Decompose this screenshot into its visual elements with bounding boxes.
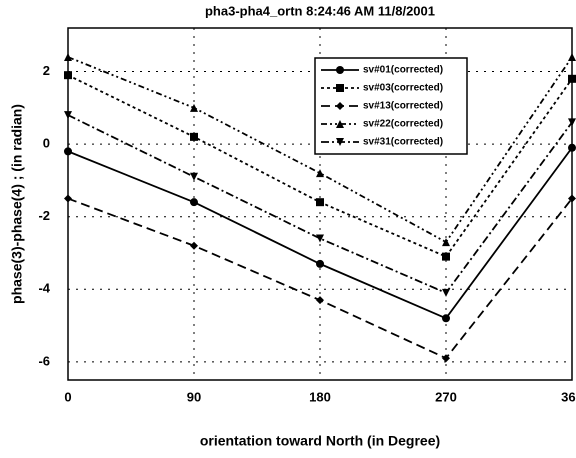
y-tick-label: 2 <box>43 63 50 78</box>
x-tick-label: 180 <box>309 389 331 404</box>
data-point <box>190 241 198 250</box>
data-point <box>64 71 72 80</box>
data-point <box>64 111 72 120</box>
x-tick-label: 270 <box>435 389 457 404</box>
data-point <box>316 259 324 268</box>
y-tick-label: -4 <box>38 281 50 296</box>
legend-label: sv#13(corrected) <box>363 101 443 112</box>
legend-label: sv#03(corrected) <box>363 83 443 94</box>
data-point <box>190 172 198 181</box>
data-point <box>316 296 324 305</box>
data-point <box>442 238 450 247</box>
data-point <box>442 288 450 297</box>
data-point <box>568 118 576 127</box>
legend-label: sv#22(corrected) <box>363 119 443 130</box>
data-point <box>64 194 72 203</box>
series-line <box>67 197 573 360</box>
data-point <box>64 53 72 62</box>
legend-marker <box>336 66 344 74</box>
x-tick-label: 0 <box>64 389 71 404</box>
data-point <box>568 194 576 203</box>
data-point <box>568 143 576 152</box>
y-tick-label: -6 <box>38 353 50 368</box>
y-axis-label: phase(3)-phase(4) ; (in radian) <box>9 104 25 304</box>
data-point <box>568 53 576 62</box>
legend-marker <box>336 84 344 92</box>
x-tick-label: 360 <box>561 389 576 404</box>
x-tick-label: 90 <box>187 389 201 404</box>
data-point <box>190 198 198 207</box>
data-point <box>568 74 576 83</box>
data-point <box>442 314 450 323</box>
y-tick-label: 0 <box>43 136 50 151</box>
legend-label: sv#01(corrected) <box>363 65 443 76</box>
y-tick-label: -2 <box>38 208 50 223</box>
data-point <box>316 234 324 243</box>
data-point <box>442 252 450 261</box>
data-point <box>190 103 198 112</box>
data-point <box>442 354 450 363</box>
chart-title: pha3-pha4_ortn 8:24:46 AM 11/8/2001 <box>205 3 435 18</box>
series-line <box>67 56 573 244</box>
data-point <box>64 147 72 156</box>
x-axis-label: orientation toward North (in Degree) <box>200 433 440 449</box>
data-point <box>316 198 324 207</box>
data-point <box>316 169 324 178</box>
legend-marker <box>336 102 344 110</box>
legend-label: sv#31(corrected) <box>363 137 443 148</box>
legend-marker <box>336 120 344 128</box>
data-point <box>190 132 198 141</box>
legend-marker <box>336 138 344 146</box>
